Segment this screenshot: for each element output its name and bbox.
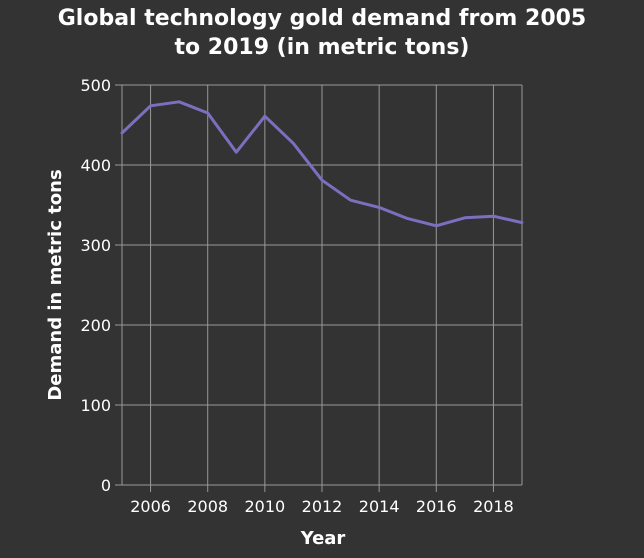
x-tick-label: 2012 <box>302 497 343 516</box>
series-layer <box>120 100 524 228</box>
y-tick-label: 300 <box>80 236 111 255</box>
chart-title-line-1: Global technology gold demand from 2005 <box>57 6 587 31</box>
x-tick-label: 2006 <box>130 497 171 516</box>
y-axis-label: Demand in metric tons <box>45 169 66 400</box>
y-tick-label: 400 <box>80 156 111 175</box>
series-line <box>120 100 524 228</box>
chart-title: Global technology gold demand from 2005 … <box>0 4 644 62</box>
chart-title-line-2: to 2019 (in metric tons) <box>174 35 470 60</box>
x-tick-label: 2016 <box>416 497 457 516</box>
x-axis-label: Year <box>300 528 346 549</box>
y-tick-label: 200 <box>80 316 111 335</box>
y-tick-label: 100 <box>80 396 111 415</box>
x-tick-label: 2010 <box>244 497 285 516</box>
ticks: 0 100 200 300 400 500 2006 2008 2010 2012 2014 2016… <box>80 76 513 516</box>
x-tick-label: 2008 <box>187 497 228 516</box>
y-tick-label: 0 <box>101 476 111 495</box>
x-tick-label: 2018 <box>473 497 514 516</box>
grid <box>115 84 523 492</box>
x-tick-label: 2014 <box>359 497 400 516</box>
y-tick-label: 500 <box>80 76 111 95</box>
